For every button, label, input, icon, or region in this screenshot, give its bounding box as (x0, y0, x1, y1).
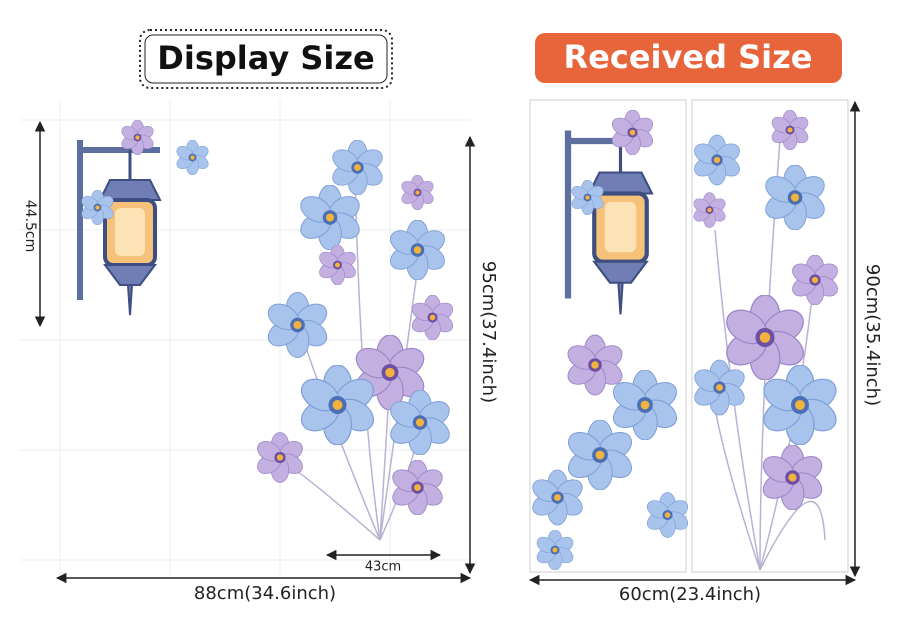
flower (316, 245, 359, 285)
flower-width-label: 43cm (365, 560, 401, 575)
flower (295, 185, 365, 250)
flower (265, 291, 330, 359)
lamp (80, 140, 160, 315)
flower (328, 140, 387, 195)
display-height-label: 95cm(37.4inch) (478, 261, 499, 403)
lamp-height-label: 44.5cm (22, 200, 38, 253)
received-width-label: 60cm(23.4inch) (619, 584, 761, 605)
display-width-label: 88cm(34.6inch) (194, 583, 336, 604)
flower (255, 431, 305, 484)
received-title-box (535, 33, 842, 83)
flower (175, 140, 210, 175)
flower (385, 220, 450, 280)
display-title: Display Size (157, 39, 374, 77)
display-title-box (139, 29, 393, 89)
flower (388, 460, 447, 515)
received-height-label: 90cm(35.4inch) (862, 264, 883, 406)
flower (398, 175, 437, 210)
received-title: Received Size (564, 38, 813, 76)
flower (408, 295, 457, 340)
display-title-inner (144, 34, 388, 84)
